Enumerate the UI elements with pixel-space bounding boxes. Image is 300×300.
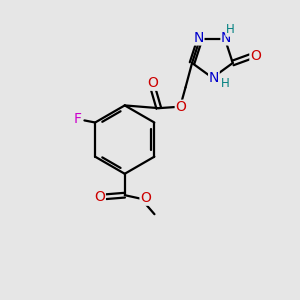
Text: O: O (250, 49, 261, 63)
Text: O: O (175, 100, 186, 114)
Text: O: O (140, 191, 151, 205)
Text: H: H (220, 76, 229, 90)
Text: H: H (226, 23, 235, 36)
Text: N: N (209, 71, 219, 85)
Text: O: O (94, 190, 105, 204)
Text: O: O (147, 76, 158, 90)
Text: F: F (74, 112, 82, 126)
Text: N: N (194, 31, 204, 45)
Text: N: N (221, 31, 231, 45)
